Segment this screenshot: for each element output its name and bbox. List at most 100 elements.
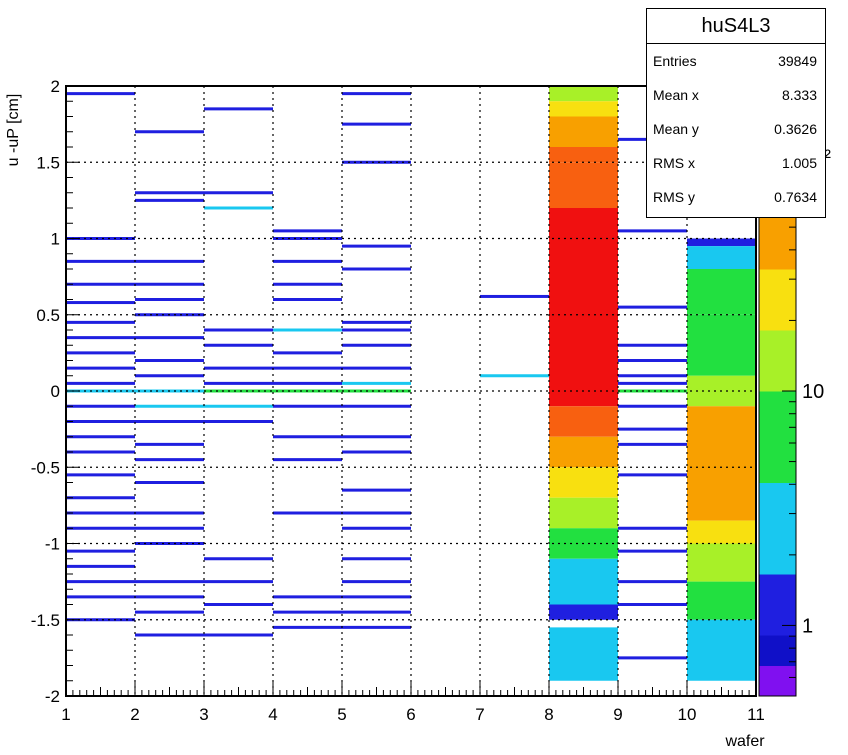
heatmap-bin [204,633,273,637]
x-tick-label: 6 [406,705,415,724]
heatmap-band [549,604,618,620]
heatmap-bin [618,603,687,606]
heatmap-bin [342,435,411,439]
y-tick-label: 1 [51,230,60,249]
heatmap-bin [66,564,135,568]
heatmap-bin [273,625,342,629]
heatmap-bin [480,294,549,298]
stat-value: 1.005 [781,155,817,171]
heatmap-band [687,581,756,620]
heatmap-band [549,497,618,529]
heatmap-band [549,162,618,208]
heatmap-bin [618,343,687,347]
heatmap-bin [66,435,135,439]
heatmap-band [549,467,618,498]
heatmap-bin [204,420,273,423]
heatmap-bin [66,389,135,393]
stat-row-entries: Entries 39849 [647,44,825,78]
heatmap-bin [135,282,204,286]
heatmap-bin [66,282,135,286]
heatmap-bin [66,259,135,263]
stat-label: Mean x [653,87,699,103]
heatmap-bin [273,511,342,515]
heatmap-bin [135,191,204,195]
heatmap-bin [66,595,135,599]
heatmap-bin [135,442,204,446]
heatmap-bin [342,488,411,492]
heatmap-bin [204,580,273,584]
heatmap-bin [66,420,135,423]
colorbar-step [759,543,796,575]
y-tick-label: 0 [51,382,60,401]
heatmap-bin [618,473,687,477]
stat-value: 0.3626 [774,121,817,137]
heatmap-bin [66,473,135,477]
heatmap-bin [342,343,411,347]
heatmap-bin [66,526,135,530]
heatmap-bin [273,381,342,385]
heatmap-band [549,86,618,102]
heatmap-bin [273,366,342,370]
heatmap-bin [204,343,273,347]
heatmap-band [687,269,756,315]
x-tick-label: 10 [678,705,697,724]
stat-label: Entries [653,53,697,69]
heatmap-bin [135,511,204,515]
heatmap-bin [66,511,135,515]
y-tick-label: 2 [51,77,60,96]
heatmap-bin [273,298,342,301]
heatmap-bin [135,359,204,362]
colorbar-step [759,421,796,453]
heatmap-bin [342,526,411,530]
stat-row-mean-y: Mean y 0.3626 [647,112,825,146]
y-axis-label: u -uP [cm] [5,94,22,167]
stat-row-rms-y: RMS y 0.7634 [647,180,825,214]
heatmap-bin [66,450,135,454]
x-tick-label: 7 [475,705,484,724]
colorbar-step [759,269,796,300]
heatmap-bin [618,442,687,446]
heatmap-bin [273,458,342,462]
colorbar-step [759,665,796,697]
heatmap-bin [135,198,204,202]
heatmap-bin [342,267,411,271]
heatmap-bin [135,374,204,378]
heatmap-bin [342,511,411,515]
heatmap-bin [273,610,342,614]
y-tick-label: -1.5 [31,611,60,630]
heatmap-bin [204,389,273,393]
colorbar-step [759,635,796,666]
x-tick-label: 3 [199,705,208,724]
heatmap-bin [618,549,687,553]
heatmap-bin [135,633,204,637]
x-tick-label: 9 [613,705,622,724]
heatmap-bin [342,328,411,332]
heatmap-bin [66,381,135,385]
heatmap-bin [618,374,687,378]
colorbar-step [759,238,796,270]
heatmap-bin [66,366,135,370]
heatmap-bin [273,229,342,233]
heatmap-bin [618,359,687,362]
heatmap-bin [135,580,204,584]
heatmap-bin [342,450,411,454]
heatmap-bin [273,282,342,286]
heatmap-bin [342,580,411,584]
heatmap-bin [342,557,411,561]
heatmap-band [687,543,756,582]
colorbar-step [759,513,796,544]
grid-lines [66,86,756,696]
stats-box: huS4L3 Entries 39849 Mean x 8.333 Mean y… [646,8,826,218]
heatmap-bin [342,595,411,599]
colorbar-step [759,330,796,361]
x-axis-label: wafer [724,733,765,750]
stat-label: RMS y [653,189,695,205]
x-tick-label: 5 [337,705,346,724]
stat-label: Mean y [653,121,699,137]
heatmap-bin [342,244,411,248]
heatmap-bin [618,526,687,530]
heatmap-bin [618,229,687,233]
x-tick-label: 11 [747,705,765,724]
heatmap-bin [204,557,273,561]
heatmap-bin [135,610,204,614]
